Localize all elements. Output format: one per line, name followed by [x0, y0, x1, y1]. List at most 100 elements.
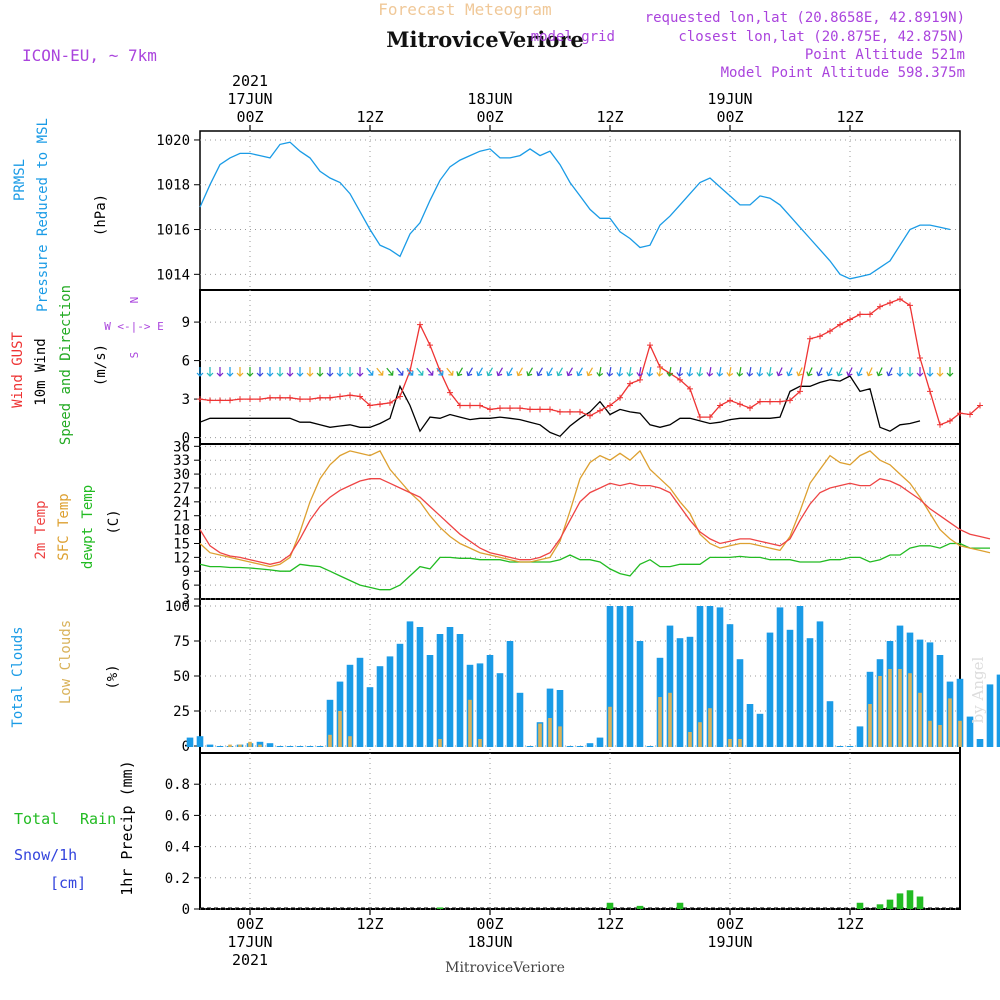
low-clouds-bar — [708, 708, 712, 747]
wind-direction-arrow-shape — [576, 367, 584, 377]
top-time-label: 12Z — [596, 108, 623, 126]
total-clouds-label: Total Clouds — [10, 626, 26, 727]
bottom-time-label: 00Z — [476, 915, 503, 933]
temp-2m-label: 2m Temp — [33, 500, 49, 559]
wind-gust-point — [367, 402, 373, 409]
wind-gust-point — [567, 408, 573, 415]
precip-ytick-label: 0.6 — [165, 808, 190, 824]
total-clouds-bar — [846, 746, 854, 747]
total-clouds-bar — [666, 625, 674, 747]
wind-direction-arrow — [596, 366, 604, 377]
wind-direction-arrow-shape — [206, 367, 214, 377]
wind-direction-arrow — [916, 367, 924, 377]
panel-content: 1014101610181020036936912151821242730333… — [156, 131, 1000, 918]
total-clouds-bar — [506, 641, 514, 747]
bottom-time-label: 00Z — [716, 915, 743, 933]
wind-gust-line — [199, 298, 981, 426]
temperature-ytick-label: 12 — [173, 550, 190, 566]
precip-snow-label: Snow/1h — [14, 846, 77, 864]
wind-direction-arrow-shape — [896, 367, 904, 377]
meteogram-subtitle: Forecast Meteogram — [378, 0, 551, 19]
wind-gust-point — [917, 355, 923, 362]
rain-bar — [896, 893, 904, 909]
pressure-ytick-label: 1018 — [156, 178, 190, 194]
wind-direction-arrow — [256, 367, 264, 377]
temperature-ytick-label: 33 — [173, 453, 190, 469]
wind-direction-arrow — [336, 367, 344, 377]
wind-direction-arrow-shape — [376, 367, 384, 376]
rain-bar — [916, 896, 924, 909]
wind-direction-arrow-shape — [886, 367, 893, 377]
wind-gust-point — [537, 406, 543, 413]
bottom-time-label: 19JUN — [707, 933, 752, 951]
compass-south: S — [128, 352, 141, 359]
wind-direction-arrow — [796, 367, 803, 377]
wind-gust-point — [467, 402, 473, 409]
compass-north: N — [128, 297, 141, 304]
wind-direction-arrow-shape — [826, 367, 833, 377]
wind-ytick-label: 6 — [182, 354, 190, 370]
wind-gust-point — [247, 396, 253, 403]
rain-bar — [606, 902, 614, 909]
wind-direction-arrow-shape — [236, 367, 244, 377]
wind-direction-arrow-shape — [926, 367, 934, 377]
low-clouds-bar — [878, 676, 882, 747]
temp-2m-line — [199, 478, 991, 565]
low-clouds-bar — [928, 720, 932, 747]
total-clouds-bar — [276, 746, 284, 747]
wind-gust-point — [327, 394, 333, 401]
pressure-ytick-label: 1020 — [156, 133, 190, 149]
wind-direction-arrow — [736, 366, 744, 377]
wind-direction-arrow-shape — [726, 366, 734, 377]
wind-gust-point — [497, 405, 503, 412]
wind-direction-arrow — [526, 367, 534, 377]
temperature-ytick-label: 30 — [173, 467, 190, 483]
wind-gust-point — [887, 299, 893, 306]
wind-ytick-label: 3 — [182, 392, 190, 408]
total-clouds-bar — [576, 746, 584, 747]
wind-direction-arrow — [326, 367, 334, 377]
total-clouds-bar — [366, 687, 374, 747]
model-point-altitude: Model Point Altitude 598.375m — [721, 65, 965, 81]
total-clouds-bar — [416, 627, 424, 747]
low-clouds-bar — [918, 692, 922, 747]
top-time-label: 17JUN — [227, 90, 272, 108]
wind-direction-arrow — [426, 367, 434, 376]
wind-gust-point — [207, 397, 213, 404]
wind-gust-point — [687, 385, 693, 392]
wind-gust-point — [777, 398, 783, 405]
low-clouds-bar — [228, 744, 232, 747]
total-clouds-bar — [956, 678, 964, 747]
total-clouds-bar — [346, 664, 354, 747]
wind-gust-point — [747, 405, 753, 412]
precip-ytick-label: 0.2 — [165, 871, 190, 887]
pressure-label-prmsl: PRMSL — [12, 159, 28, 201]
wind-direction-arrow — [906, 367, 914, 377]
clouds-ytick-label: 50 — [173, 669, 190, 685]
clouds-unit: (%) — [105, 664, 121, 689]
total-clouds-bar — [706, 606, 714, 747]
wind-direction-arrow-shape — [406, 367, 414, 376]
wind-direction-arrow-shape — [456, 367, 464, 377]
wind-gust-point — [377, 401, 383, 408]
requested-location: requested lon,lat (20.8658E, 42.8919N) — [645, 10, 965, 26]
wind-direction-arrow-shape — [486, 367, 494, 377]
pressure-ytick-label: 1014 — [156, 267, 190, 283]
temperature-ytick-label: 36 — [173, 439, 190, 455]
clouds-ytick-label: 100 — [165, 599, 190, 615]
total-clouds-bar — [806, 638, 814, 747]
low-clouds-bar — [248, 741, 252, 747]
temperature-panel-frame — [199, 443, 961, 600]
total-clouds-bar — [376, 666, 384, 747]
wind-direction-arrow — [276, 367, 284, 377]
wind-direction-arrow-shape — [676, 366, 684, 377]
dewpoint-line — [199, 542, 990, 591]
total-clouds-bar — [646, 746, 654, 747]
wind-direction-arrow-shape — [656, 366, 664, 377]
wind-direction-arrow — [446, 367, 454, 376]
bottom-time-label: 2021 — [232, 951, 268, 969]
wind-gust-point — [197, 396, 203, 403]
wind-direction-arrow — [926, 367, 934, 377]
